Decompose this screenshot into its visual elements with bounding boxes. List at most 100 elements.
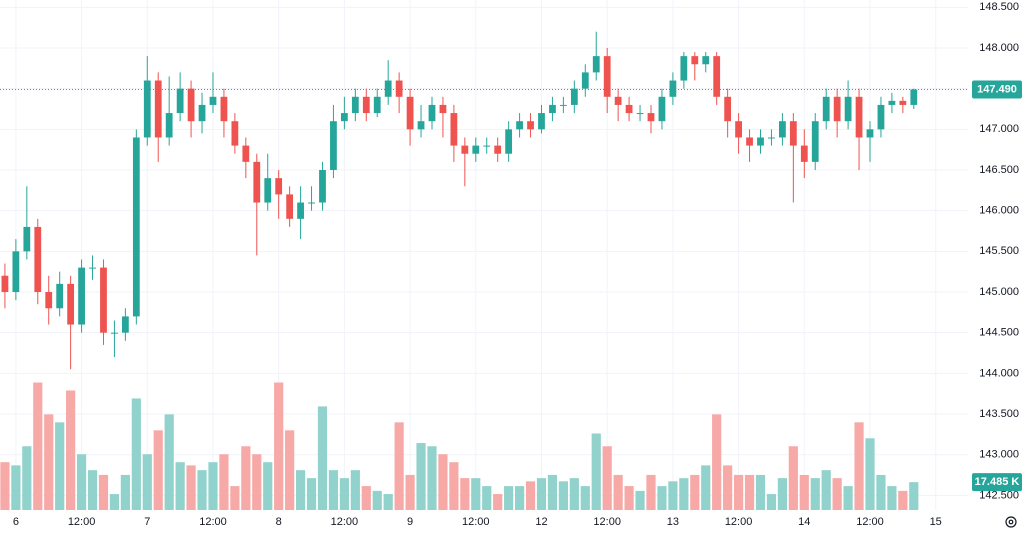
y-tick-label: 144.000 [979, 367, 1019, 379]
volume-bar [317, 406, 328, 510]
candle-body [822, 96, 830, 122]
y-tick-label: 147.000 [979, 123, 1019, 135]
candle-body [67, 283, 75, 325]
volume-bar [131, 398, 141, 510]
volume-bar [777, 478, 787, 510]
candle-body [625, 104, 633, 114]
candle-body [724, 96, 732, 122]
candle-body [439, 104, 447, 114]
x-tick-label: 12:00 [593, 516, 621, 528]
x-tick-label: 12:00 [199, 516, 227, 528]
x-tick-label: 12:00 [725, 516, 753, 528]
volume-bar [164, 414, 174, 510]
volume-bar [865, 438, 875, 510]
candle-body [319, 170, 326, 203]
volume-bar [799, 474, 809, 510]
candle-body [778, 121, 786, 138]
candle-body [297, 202, 304, 219]
icon-core [1008, 519, 1014, 525]
settings-icon[interactable] [1005, 516, 1017, 528]
volume-bar [44, 414, 54, 510]
volume-bar [109, 494, 120, 510]
volume-bar [646, 474, 656, 510]
candle-body [789, 121, 797, 146]
candle-body [275, 178, 283, 195]
candle-body [362, 96, 370, 114]
candle-body [351, 96, 359, 114]
y-tick-label: 148.000 [979, 42, 1019, 54]
volume-bar [854, 422, 864, 510]
candle-body [308, 202, 315, 204]
volume-bar [602, 446, 612, 510]
candle-body [910, 89, 918, 105]
y-tick-label: 143.500 [979, 408, 1019, 420]
candle-body [570, 88, 578, 105]
x-tick-label: 6 [13, 516, 19, 528]
volume-bar [175, 462, 185, 510]
candle-body [713, 56, 721, 97]
volume-bar [394, 422, 404, 510]
volume-bar [120, 474, 130, 510]
candle-body [746, 137, 753, 146]
volume-bar [11, 465, 21, 510]
volume-bar [361, 486, 371, 510]
candle-body [757, 137, 764, 146]
icon-ring [1005, 516, 1017, 528]
candle-body [581, 72, 589, 89]
candle-body [45, 292, 53, 309]
volume-bar [208, 462, 218, 510]
volume-bar [504, 486, 514, 510]
candle-body [592, 56, 600, 73]
candle-body [121, 316, 129, 333]
last-volume-label: 17.485 K [975, 476, 1020, 488]
candle-body [855, 96, 863, 138]
volume-bar [909, 482, 919, 510]
candle-body [844, 96, 852, 122]
volume-bar [241, 446, 251, 510]
candle-body [231, 121, 239, 146]
volume-bar [153, 430, 163, 510]
volume-bar [328, 470, 339, 510]
volume-bar [788, 446, 798, 510]
candle-body [527, 121, 534, 130]
candle-body [253, 161, 261, 203]
last-price-tag [972, 80, 1022, 99]
volume-bar [755, 474, 766, 510]
volume-bar [285, 430, 295, 510]
x-tick-label: 12:00 [856, 516, 884, 528]
y-tick-label: 148.500 [979, 1, 1019, 13]
volume-bars [0, 382, 919, 510]
y-tick-label: 146.500 [979, 164, 1019, 176]
candle-body [800, 145, 808, 162]
y-tick-label: 142.500 [979, 489, 1019, 501]
y-tick-label: 146.000 [979, 205, 1019, 217]
x-tick-label: 12:00 [462, 516, 490, 528]
volume-bar [668, 481, 678, 510]
candle-body [735, 121, 742, 138]
volume-bar [230, 486, 240, 510]
volume-bar [186, 465, 196, 510]
x-tick-label: 9 [407, 516, 413, 528]
candle-body [220, 96, 228, 122]
volume-bar [514, 486, 525, 510]
volume-bar [482, 486, 492, 510]
volume-bar [142, 454, 152, 510]
candle-body [242, 145, 250, 162]
volume-bar [252, 454, 262, 510]
candle-body [614, 96, 622, 105]
volume-bar [580, 486, 590, 510]
candle-body [461, 145, 469, 154]
candle-body [340, 113, 348, 122]
x-tick-label: 13 [667, 516, 679, 528]
candle-body [483, 145, 491, 147]
volume-bar [810, 478, 820, 510]
candle-body [647, 113, 655, 122]
candle-body [702, 56, 710, 65]
volume-bar [405, 474, 415, 510]
volume-bar [558, 481, 568, 510]
candle-body [165, 113, 173, 138]
volume-bar [55, 422, 65, 510]
volume-bar [306, 478, 317, 510]
y-tick-label: 145.500 [979, 245, 1019, 257]
